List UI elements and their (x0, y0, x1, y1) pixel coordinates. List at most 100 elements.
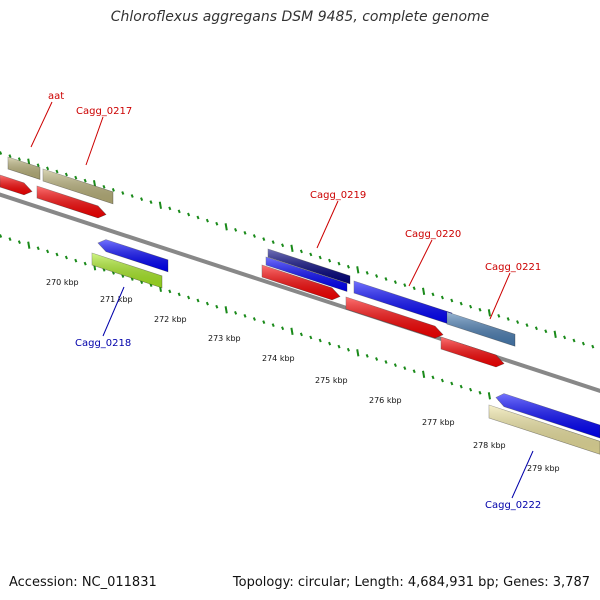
upper-tick (243, 231, 247, 235)
upper-tick (346, 264, 350, 269)
upper-tick (516, 320, 520, 324)
upper-tick (46, 166, 50, 171)
gene-leader-line (30, 101, 53, 148)
lower-tick (234, 310, 238, 315)
scale-label: 274 kbp (262, 354, 295, 363)
lower-tick (469, 387, 473, 392)
gene-leader-line (408, 239, 433, 287)
lower-tick (215, 304, 219, 309)
gene-leader-line (511, 450, 534, 499)
upper-tick (130, 194, 134, 198)
lower-tick (46, 249, 50, 254)
scale-label: 275 kbp (315, 376, 348, 385)
lower-tick (384, 360, 388, 364)
gene-leader-line (102, 286, 125, 337)
scale-label: 278 kbp (473, 441, 506, 450)
lower-tick (83, 261, 87, 266)
cds-feature-cagg-0221 (440, 336, 505, 368)
upper-tick (55, 169, 59, 174)
lower-tick (0, 234, 3, 238)
upper-tick (252, 234, 256, 238)
lower-tick (281, 326, 285, 331)
lower-tick (478, 390, 482, 395)
upper-tick (140, 197, 144, 201)
lower-tick (422, 370, 426, 378)
upper-tick (318, 255, 322, 260)
lower-tick (243, 314, 247, 318)
upper-tick (431, 292, 435, 297)
upper-tick (412, 286, 416, 291)
upper-tick (356, 266, 360, 274)
gene-label: Cagg_0218 (75, 338, 131, 349)
upper-tick (525, 323, 529, 328)
upper-tick (309, 252, 313, 257)
accession-text: Accession: NC_011831 (9, 575, 157, 590)
scale-label: 272 kbp (154, 315, 187, 324)
upper-tick (469, 304, 473, 309)
lower-tick (356, 349, 360, 357)
upper-tick (177, 209, 181, 214)
upper-tick (271, 240, 275, 245)
lower-tick (8, 237, 12, 241)
scale-label: 279 kbp (527, 464, 560, 473)
upper-tick (121, 191, 125, 195)
upper-tick (422, 287, 426, 295)
cds-feature-cagg-0218 (97, 239, 169, 273)
gene-leader-line (85, 116, 104, 166)
upper-tick (337, 261, 341, 266)
upper-tick (497, 314, 501, 318)
upper-tick (224, 223, 228, 231)
lower-tick (487, 392, 491, 400)
gene-feature-cagg-0219 (267, 248, 351, 285)
upper-tick (299, 249, 303, 254)
lower-tick (271, 323, 275, 328)
genome-summary: Topology: circular; Length: 4,684,931 bp… (232, 575, 590, 590)
upper-tick (365, 271, 369, 275)
gene-label: aat (48, 91, 64, 102)
upper-tick (234, 227, 238, 232)
lower-tick (346, 347, 350, 352)
upper-tick (83, 178, 87, 183)
upper-tick (36, 163, 40, 168)
gene-label: Cagg_0222 (485, 500, 541, 511)
upper-tick (102, 184, 106, 189)
upper-tick (591, 344, 595, 349)
scale-label: 276 kbp (369, 396, 402, 405)
upper-tick (0, 151, 3, 155)
cds-feature-cagg-0219-b (265, 256, 348, 292)
upper-tick (459, 301, 463, 306)
gene-label: Cagg_0221 (485, 262, 541, 273)
lower-tick (431, 375, 435, 380)
lower-tick (224, 306, 228, 314)
lower-tick (290, 327, 294, 335)
upper-tick (572, 338, 576, 343)
scale-label: 271 kbp (100, 295, 133, 304)
gene-feature-cagg-0218 (91, 252, 163, 289)
upper-tick (403, 283, 407, 288)
gene-label: Cagg_0217 (76, 106, 132, 117)
gene-feature-cagg-0222 (488, 404, 600, 455)
lower-tick (27, 241, 31, 249)
cds-feature-aat (0, 174, 33, 196)
lower-tick (36, 246, 40, 251)
lower-tick (375, 357, 379, 361)
lower-tick (393, 363, 397, 367)
lower-tick (177, 292, 181, 297)
map-title: Chloroflexus aggregans DSM 9485, complet… (110, 9, 490, 25)
lower-tick (440, 378, 444, 383)
gene-feature-cagg-0221 (446, 311, 516, 347)
gene-leader-line (316, 200, 339, 249)
lower-tick (412, 369, 416, 374)
cds-feature-cagg-0219 (261, 264, 341, 301)
lower-tick (459, 384, 463, 389)
upper-tick (64, 172, 68, 177)
upper-tick (384, 277, 388, 281)
lower-tick (252, 317, 256, 321)
lower-tick (450, 381, 454, 386)
upper-tick (563, 335, 567, 340)
lower-tick (337, 344, 341, 349)
upper-tick (553, 330, 557, 339)
gene-label: Cagg_0220 (405, 229, 461, 240)
upper-tick (205, 218, 209, 223)
lower-tick (403, 366, 407, 371)
